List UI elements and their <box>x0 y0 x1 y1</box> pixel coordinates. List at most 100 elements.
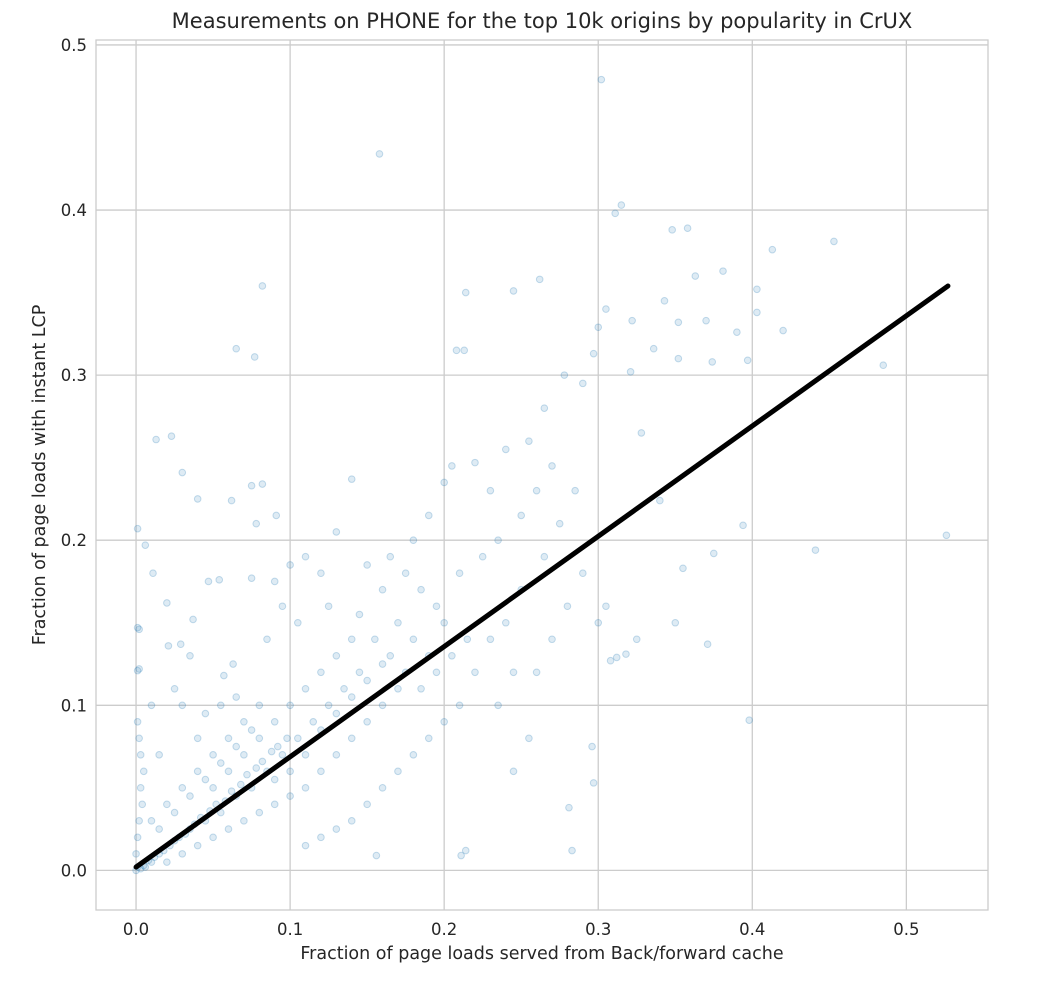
data-point <box>509 767 518 776</box>
x-tick-label: 0.2 <box>431 920 457 939</box>
data-point <box>286 701 294 710</box>
data-point <box>317 668 325 677</box>
data-point <box>632 635 641 644</box>
data-point <box>409 635 418 644</box>
data-point <box>501 618 510 627</box>
data-point <box>270 775 279 784</box>
data-point <box>220 671 228 680</box>
data-point <box>626 368 635 376</box>
data-point <box>355 668 364 677</box>
data-point <box>324 701 333 710</box>
trend-line-group <box>133 283 951 870</box>
data-point <box>517 511 526 520</box>
data-point <box>753 285 761 294</box>
data-point <box>779 326 787 335</box>
data-point <box>612 653 621 662</box>
data-point <box>509 668 518 677</box>
data-point <box>440 478 448 487</box>
data-point <box>216 759 225 767</box>
data-point <box>571 486 579 495</box>
data-point <box>347 635 356 644</box>
y-tick-label: 0.0 <box>61 861 87 880</box>
data-point <box>674 354 683 363</box>
data-point <box>309 718 318 726</box>
data-point <box>178 850 187 858</box>
data-point <box>378 585 387 594</box>
data-point <box>201 709 210 718</box>
data-point <box>679 564 687 573</box>
data-point <box>589 349 598 358</box>
x-tick-label: 0.5 <box>893 920 919 939</box>
data-point <box>448 462 456 470</box>
data-point <box>432 668 441 677</box>
data-point <box>270 800 279 809</box>
data-point <box>332 651 341 660</box>
data-point <box>611 209 619 218</box>
data-point <box>753 308 761 317</box>
data-point <box>811 546 820 554</box>
data-point <box>424 734 433 743</box>
data-point <box>448 651 456 660</box>
y-axis-label: Fraction of page loads with instant LCP <box>30 305 50 646</box>
data-point <box>347 734 356 743</box>
data-point <box>252 519 261 528</box>
grid <box>96 40 988 910</box>
data-point <box>709 549 718 558</box>
data-point <box>363 718 371 726</box>
data-point <box>703 640 712 649</box>
data-point <box>240 817 248 825</box>
data-point <box>278 602 287 611</box>
data-point <box>355 610 364 619</box>
x-tick-label: 0.4 <box>739 920 765 939</box>
data-point <box>133 718 142 726</box>
data-point <box>372 851 381 860</box>
data-point <box>378 784 387 792</box>
data-point <box>193 767 202 776</box>
data-point <box>229 660 237 668</box>
data-point <box>147 701 156 710</box>
data-point <box>509 287 518 295</box>
data-point <box>133 833 142 842</box>
data-point <box>243 770 251 779</box>
data-point <box>525 437 533 445</box>
data-point <box>224 767 233 776</box>
data-point <box>178 468 187 477</box>
data-point <box>394 767 402 776</box>
data-point <box>186 651 194 660</box>
data-point <box>163 858 171 866</box>
data-point <box>378 701 387 710</box>
data-point <box>133 666 142 675</box>
data-point <box>637 429 646 437</box>
data-point <box>363 800 371 809</box>
data-point <box>247 574 256 582</box>
data-point <box>224 734 233 743</box>
data-point <box>270 577 279 586</box>
data-point <box>283 734 291 743</box>
data-point <box>155 751 163 759</box>
data-point <box>463 635 472 644</box>
data-point <box>501 445 510 454</box>
data-point <box>193 841 202 850</box>
data-point <box>215 576 224 584</box>
y-tick-label: 0.4 <box>61 201 87 220</box>
data-point <box>432 602 441 611</box>
y-ticks: 0.0 0.1 0.2 0.3 0.4 0.5 <box>61 36 87 880</box>
data-point <box>942 531 951 540</box>
data-point <box>240 718 248 726</box>
data-point <box>606 656 615 665</box>
data-point <box>273 742 282 751</box>
data-point <box>232 693 240 701</box>
data-point <box>252 764 261 772</box>
data-point <box>440 618 448 627</box>
data-point <box>209 751 217 759</box>
data-point <box>255 734 264 743</box>
data-point <box>535 275 544 284</box>
data-point <box>149 569 157 578</box>
data-point <box>135 665 143 673</box>
x-axis-label: Fraction of page loads served from Back/… <box>300 944 783 964</box>
data-point <box>597 75 606 84</box>
data-point <box>237 780 245 789</box>
data-point <box>317 833 325 842</box>
data-point <box>286 767 294 776</box>
data-point <box>386 651 395 660</box>
